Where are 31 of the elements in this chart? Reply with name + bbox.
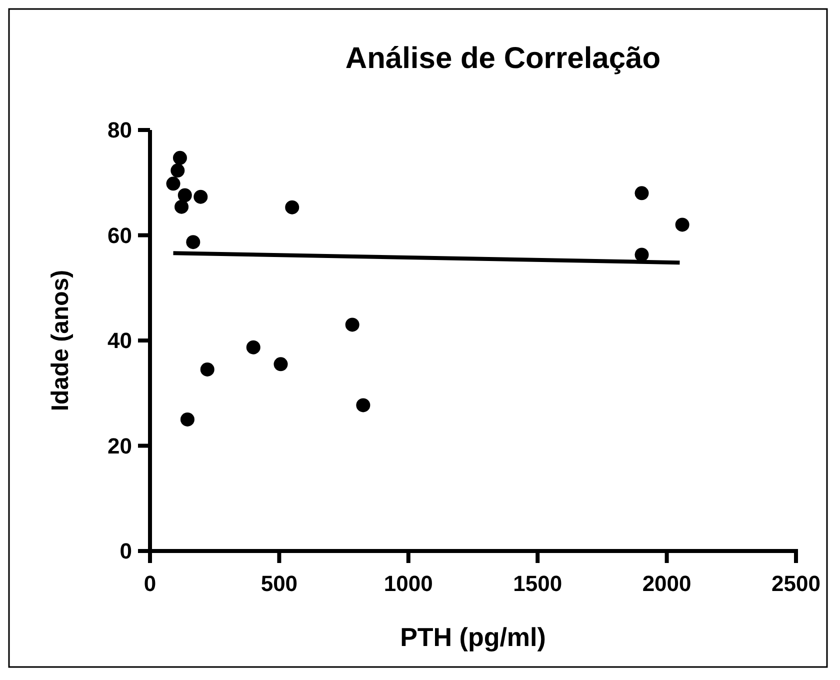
point: [170, 164, 185, 178]
point: [178, 188, 192, 202]
point: [200, 362, 214, 376]
point: [356, 398, 370, 412]
x-tick-label: 1000: [384, 571, 433, 596]
point: [634, 186, 649, 200]
chart-title: Análise de Correlação: [345, 42, 661, 75]
point: [274, 357, 288, 372]
point: [285, 200, 300, 214]
point: [180, 412, 194, 426]
point: [345, 318, 360, 332]
y-tick-label: 80: [108, 118, 132, 143]
x-tick-label: 0: [144, 571, 156, 596]
x-tick-label: 500: [260, 571, 298, 596]
point: [246, 340, 260, 354]
x-tick-label: 1500: [513, 571, 562, 596]
point: [166, 176, 180, 191]
point: [172, 150, 187, 165]
x-tick-label: 2500: [772, 571, 820, 596]
y-tick-label: 0: [120, 538, 132, 564]
point: [634, 248, 649, 262]
y-tick-label: 60: [108, 222, 132, 248]
point: [186, 235, 200, 250]
point: [194, 190, 208, 204]
y-tick-label: 40: [108, 328, 132, 354]
x-tick-label: 2000: [642, 571, 692, 596]
y-axis-title: Idade (anos): [47, 270, 74, 412]
y-tick-label: 20: [108, 433, 132, 458]
point: [174, 200, 189, 214]
x-axis-title: PTH (pg/ml): [400, 622, 546, 652]
point: [675, 218, 690, 232]
